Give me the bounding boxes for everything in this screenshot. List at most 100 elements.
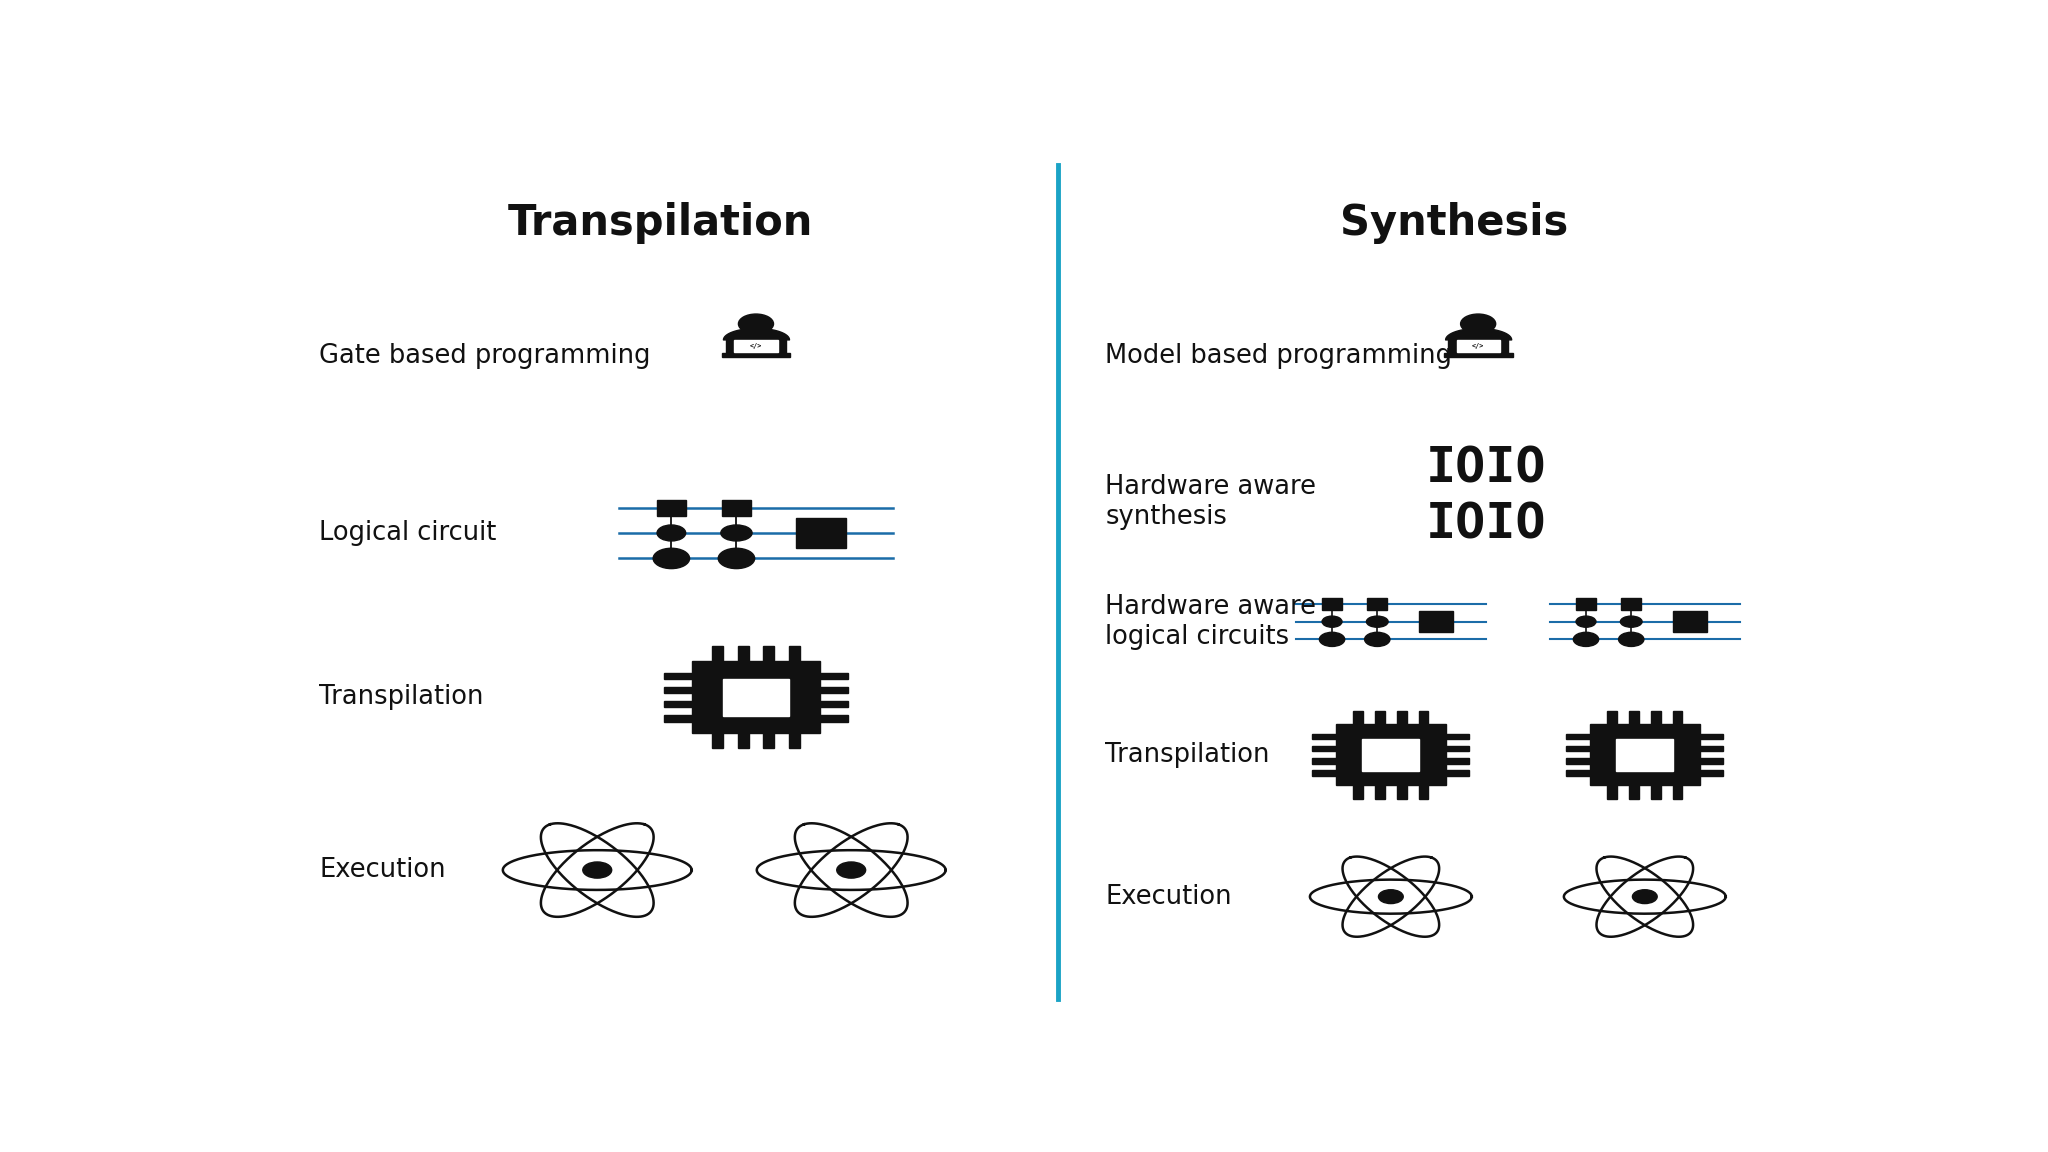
Bar xyxy=(1628,711,1638,725)
Bar xyxy=(819,673,848,679)
Bar xyxy=(1608,786,1616,798)
Bar xyxy=(664,702,692,707)
Bar xyxy=(1700,758,1722,764)
Text: Hardware aware
logical circuits: Hardware aware logical circuits xyxy=(1106,593,1317,650)
Bar xyxy=(1628,786,1638,798)
Bar xyxy=(1397,711,1407,725)
Bar xyxy=(1362,738,1419,771)
Bar xyxy=(797,517,846,548)
Bar xyxy=(1589,725,1700,786)
Bar xyxy=(1354,711,1362,725)
Bar xyxy=(1673,786,1681,798)
Bar xyxy=(819,687,848,694)
Bar xyxy=(657,500,686,515)
Bar xyxy=(1335,725,1446,786)
Circle shape xyxy=(1577,616,1595,627)
Bar xyxy=(1608,711,1616,725)
Bar xyxy=(723,500,752,515)
Bar xyxy=(1456,340,1499,353)
Bar xyxy=(721,354,791,357)
Text: Hardware aware
synthesis: Hardware aware synthesis xyxy=(1106,473,1317,530)
Circle shape xyxy=(838,862,866,878)
Text: Model based programming: Model based programming xyxy=(1106,342,1452,369)
Ellipse shape xyxy=(721,525,752,541)
Bar xyxy=(819,715,848,721)
Bar xyxy=(788,733,801,749)
Circle shape xyxy=(653,548,690,569)
Bar xyxy=(664,687,692,694)
Bar xyxy=(713,733,723,749)
Text: Execution: Execution xyxy=(319,857,446,884)
Bar xyxy=(1368,598,1386,609)
Circle shape xyxy=(584,862,612,878)
Bar xyxy=(1444,354,1513,357)
Circle shape xyxy=(1460,314,1495,334)
Text: IOIO: IOIO xyxy=(1425,500,1546,548)
Bar xyxy=(727,338,786,356)
Circle shape xyxy=(1323,616,1341,627)
Bar xyxy=(1446,771,1468,775)
Bar xyxy=(1567,734,1589,740)
Text: Transpilation: Transpilation xyxy=(1106,742,1270,767)
Bar xyxy=(1700,771,1722,775)
Bar xyxy=(1313,746,1335,751)
Bar xyxy=(1622,598,1640,609)
Bar xyxy=(735,340,778,353)
Circle shape xyxy=(739,314,774,334)
Bar xyxy=(1446,734,1468,740)
Bar xyxy=(664,673,692,679)
Bar xyxy=(1567,746,1589,751)
Circle shape xyxy=(1378,889,1403,903)
Bar xyxy=(723,679,788,715)
Bar xyxy=(1397,786,1407,798)
Bar xyxy=(1700,734,1722,740)
Bar xyxy=(1448,338,1507,356)
Circle shape xyxy=(1364,632,1391,646)
Bar xyxy=(737,646,750,661)
Bar xyxy=(1419,786,1427,798)
Bar xyxy=(1673,611,1708,632)
Bar xyxy=(1446,758,1468,764)
Bar xyxy=(1446,746,1468,751)
Text: Logical circuit: Logical circuit xyxy=(319,520,498,546)
Bar xyxy=(1313,771,1335,775)
Bar xyxy=(1673,711,1681,725)
Text: Transpilation: Transpilation xyxy=(319,684,483,710)
Bar xyxy=(1313,734,1335,740)
Text: Transpilation: Transpilation xyxy=(508,202,813,243)
Circle shape xyxy=(1632,889,1657,903)
Text: Gate based programming: Gate based programming xyxy=(319,342,651,369)
Bar xyxy=(1700,746,1722,751)
Bar xyxy=(664,715,692,721)
Bar xyxy=(1651,711,1661,725)
Bar xyxy=(1323,598,1341,609)
Bar xyxy=(1313,758,1335,764)
Circle shape xyxy=(1319,632,1346,646)
Bar xyxy=(1374,786,1384,798)
Text: </>: </> xyxy=(750,343,762,349)
Text: </>: </> xyxy=(1473,343,1485,349)
Bar xyxy=(1577,598,1595,609)
Bar xyxy=(1354,786,1362,798)
Bar xyxy=(764,733,774,749)
Text: Synthesis: Synthesis xyxy=(1339,202,1569,243)
Circle shape xyxy=(1618,632,1645,646)
Text: IOIO: IOIO xyxy=(1425,445,1546,492)
Ellipse shape xyxy=(1620,616,1642,627)
Bar xyxy=(692,661,819,733)
Bar xyxy=(1374,711,1384,725)
Bar xyxy=(1419,711,1427,725)
Bar xyxy=(1419,611,1454,632)
Bar xyxy=(1567,771,1589,775)
Bar xyxy=(819,702,848,707)
Bar xyxy=(788,646,801,661)
Bar xyxy=(1616,738,1673,771)
Text: Execution: Execution xyxy=(1106,884,1231,910)
Circle shape xyxy=(1573,632,1599,646)
Bar xyxy=(737,733,750,749)
Circle shape xyxy=(657,525,686,541)
Bar xyxy=(1651,786,1661,798)
Bar xyxy=(1567,758,1589,764)
Bar xyxy=(764,646,774,661)
Ellipse shape xyxy=(1366,616,1389,627)
